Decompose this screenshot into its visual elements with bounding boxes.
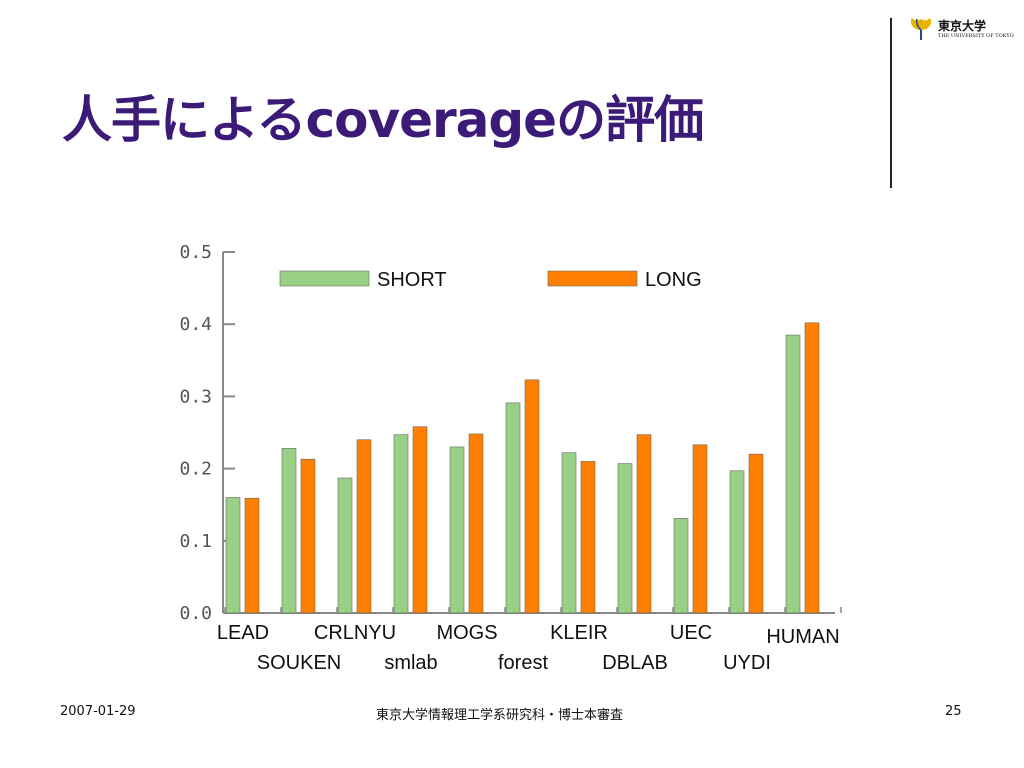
bar-short-mogs <box>449 446 465 614</box>
bar-long-forest <box>524 379 540 614</box>
bar-short-human <box>785 334 801 614</box>
bar-short-uec <box>673 518 689 614</box>
bar-long-mogs <box>468 433 484 614</box>
x-category-label: MOGS <box>436 622 497 644</box>
slide-title: 人手によるcoverageの評価 <box>62 91 704 149</box>
bar-long-crlnyu <box>356 439 372 614</box>
footer-center-text: 東京大学情報理工学系研究科・博士本審査 <box>376 708 624 723</box>
footer-date: 2007-01-29 <box>60 704 136 719</box>
bar-short-souken <box>281 448 297 614</box>
y-tick-label: 0.4 <box>179 314 212 335</box>
bar-short-uydi <box>729 470 745 614</box>
legend-label-short: SHORT <box>377 269 447 291</box>
ginkgo-leaf-icon <box>910 18 932 40</box>
x-category-label: UYDI <box>723 652 771 674</box>
x-category-label: LEAD <box>217 622 269 644</box>
bar-long-uydi <box>748 453 764 614</box>
logo-subtitle: THE UNIVERSITY OF TOKYO <box>938 33 1014 39</box>
x-category-label: HUMAN <box>766 626 839 648</box>
x-category-label: DBLAB <box>602 652 668 674</box>
x-category-label: smlab <box>384 652 437 674</box>
y-tick-label: 0.5 <box>179 242 212 263</box>
x-category-label: CRLNYU <box>314 622 396 644</box>
bar-short-lead <box>225 497 241 614</box>
y-tick-label: 0.2 <box>179 459 212 480</box>
bar-short-dblab <box>617 463 633 614</box>
bar-short-forest <box>505 402 521 614</box>
bar-long-human <box>804 322 820 614</box>
page-number: 25 <box>945 704 962 719</box>
bar-long-uec <box>692 444 708 614</box>
x-category-label: SOUKEN <box>257 652 341 674</box>
bar-short-kleir <box>561 452 577 614</box>
coverage-bar-chart: 0.0 0.1 0.2 0.3 0.4 0.5 LEAD SOUKEN CRLNYU smlab M… <box>179 242 842 674</box>
bar-short-smlab <box>393 434 409 614</box>
x-category-label: UEC <box>670 622 712 644</box>
y-tick-label: 0.3 <box>179 386 212 407</box>
x-category-label: forest <box>498 652 548 674</box>
bar-long-dblab <box>636 434 652 614</box>
logo-name: 東京大学 <box>938 19 987 33</box>
x-category-label: KLEIR <box>550 622 608 644</box>
divider-line <box>890 18 892 188</box>
legend-swatch-long <box>547 270 638 287</box>
legend-swatch-short <box>279 270 370 287</box>
university-logo: 東京大学 THE UNIVERSITY OF TOKYO <box>908 16 1014 44</box>
bar-long-smlab <box>412 426 428 614</box>
bar-long-kleir <box>580 461 596 614</box>
y-tick-label: 0.1 <box>179 531 212 552</box>
y-tick-label: 0.0 <box>179 603 212 624</box>
bar-short-crlnyu <box>337 477 353 614</box>
bar-long-lead <box>244 497 260 614</box>
legend-label-long: LONG <box>645 269 702 291</box>
bar-long-souken <box>300 458 316 614</box>
